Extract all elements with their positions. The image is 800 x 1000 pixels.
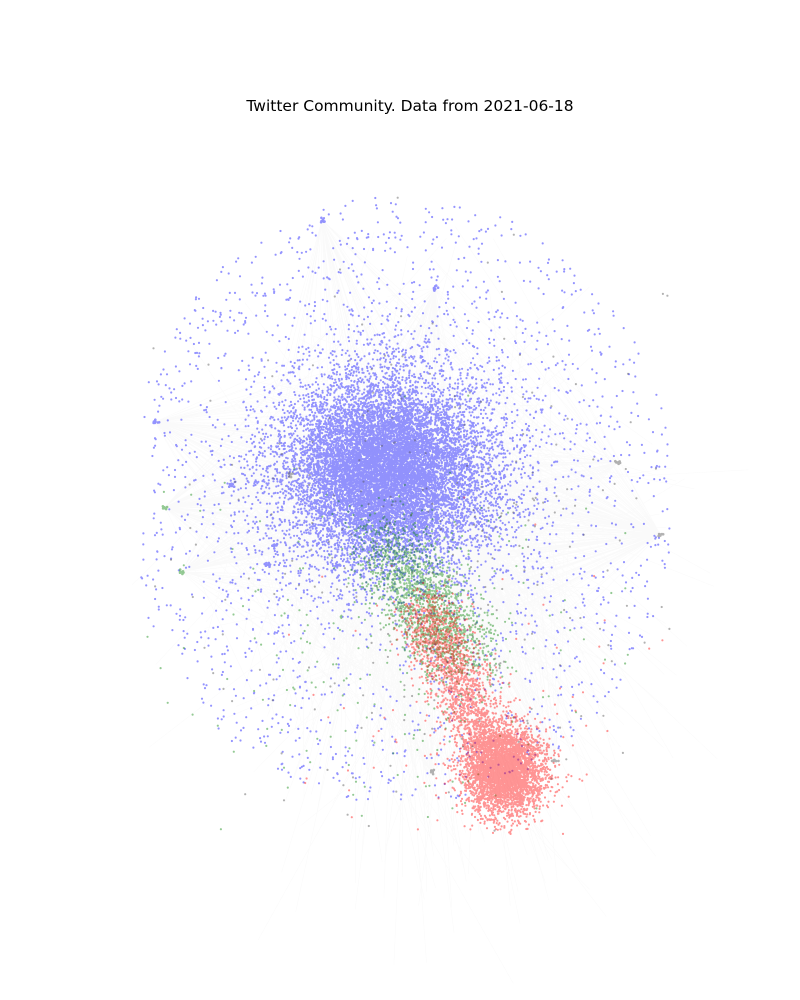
node-cluster [287, 496, 664, 836]
edges-layer [132, 220, 748, 983]
figure-title: Twitter Community. Data from 2021-06-18 [246, 97, 574, 115]
node-cluster [152, 196, 671, 832]
node-cluster [140, 196, 671, 801]
edge-lines [132, 220, 748, 983]
nodes-layer [140, 196, 671, 836]
